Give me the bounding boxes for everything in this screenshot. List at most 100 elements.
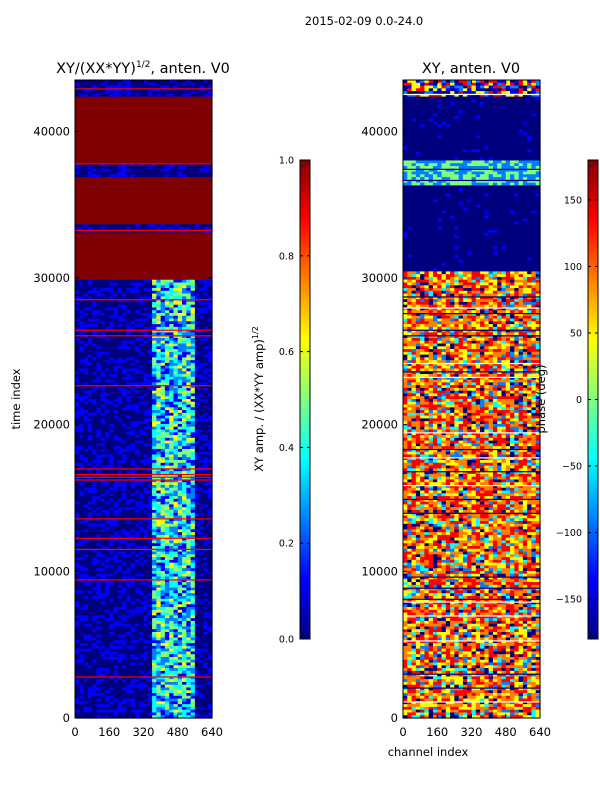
heatmap-cell	[169, 376, 175, 381]
heatmap-cell	[139, 443, 145, 447]
heatmap-cell	[100, 656, 106, 661]
heatmap-cell	[139, 479, 145, 483]
heatmap-cell	[169, 540, 175, 544]
heatmap-cell	[156, 304, 162, 309]
heatmap-cell	[87, 91, 93, 95]
heatmap-cell	[190, 293, 196, 297]
heatmap-cell	[109, 376, 115, 381]
heatmap-cell	[126, 446, 132, 450]
heatmap-cell	[190, 482, 196, 486]
heatmap-cell	[96, 340, 102, 345]
heatmap-cell	[96, 629, 102, 633]
heatmap-cell	[87, 224, 93, 228]
heatmap-cell	[87, 362, 93, 367]
heatmap-cell	[104, 462, 110, 467]
heatmap-cell	[169, 163, 175, 167]
heatmap-cell	[177, 224, 183, 228]
heatmap-cell	[160, 88, 166, 92]
heatmap-cell	[92, 290, 98, 295]
heatmap-cell	[79, 404, 85, 408]
heatmap-cell	[87, 282, 93, 286]
heatmap-cell	[194, 288, 200, 292]
heatmap-cell	[109, 332, 115, 336]
heatmap-cell	[203, 587, 209, 591]
heatmap-cell	[100, 296, 106, 300]
heatmap-cell	[113, 437, 119, 442]
heatmap-cell	[207, 551, 213, 555]
heatmap-cell	[122, 460, 127, 464]
heatmap-cell	[152, 82, 157, 87]
heatmap-cell	[203, 354, 209, 358]
heatmap-cell	[75, 141, 212, 145]
heatmap-cell	[169, 288, 175, 292]
heatmap-cell	[104, 315, 110, 320]
heatmap-cell	[96, 374, 102, 378]
heatmap-cell	[122, 543, 127, 547]
heatmap-cell	[194, 543, 200, 547]
heatmap-cell	[113, 626, 119, 630]
heatmap-cell	[177, 593, 183, 597]
heatmap-cell	[177, 615, 183, 619]
heatmap-cell	[173, 290, 179, 295]
heatmap-cell	[186, 543, 192, 547]
heatmap-cell	[143, 451, 149, 456]
heatmap-cell	[134, 601, 140, 605]
heatmap-cell	[104, 293, 110, 297]
heatmap-cell	[194, 576, 200, 580]
heatmap-cell	[173, 609, 179, 614]
heatmap-cell	[75, 515, 80, 519]
heatmap-cell	[79, 421, 85, 425]
heatmap-cell	[173, 529, 179, 533]
heatmap-cell	[79, 443, 85, 447]
heatmap-cell	[143, 626, 149, 630]
heatmap-cell	[164, 568, 170, 572]
heatmap-cell	[92, 165, 98, 170]
heatmap-cell	[96, 601, 102, 605]
heatmap-cell	[83, 351, 89, 356]
heatmap-cell	[92, 573, 98, 578]
heatmap-cell	[143, 548, 149, 553]
heatmap-cell	[87, 454, 93, 458]
heatmap-cell	[130, 565, 136, 569]
heatmap-cell	[96, 163, 102, 167]
heatmap-cell	[190, 651, 196, 655]
heatmap-cell	[147, 418, 153, 422]
panel1-title: XY/(XX*YY)1/2, anten. V0	[56, 60, 230, 77]
heatmap-cell	[122, 446, 127, 450]
heatmap-cell	[122, 354, 127, 358]
heatmap-cell	[130, 365, 136, 370]
heatmap-cell	[113, 362, 119, 367]
heatmap-cell	[96, 437, 102, 442]
heatmap-cell	[122, 437, 127, 442]
heatmap-cell	[186, 360, 192, 364]
heatmap-cell	[182, 507, 187, 511]
heatmap-cell	[203, 337, 209, 342]
heatmap-cell	[139, 315, 145, 320]
heatmap-cell	[173, 357, 179, 361]
heatmap-cell	[130, 532, 136, 536]
heatmap-cell	[169, 340, 175, 345]
heatmap-cell	[130, 559, 136, 564]
heatmap-cell	[143, 163, 149, 167]
heatmap-cell	[194, 490, 200, 494]
heatmap-cell	[75, 351, 80, 356]
heatmap-cell	[182, 557, 187, 561]
heatmap-cell	[87, 407, 93, 411]
heatmap-cell	[117, 387, 123, 392]
heatmap-cell	[169, 315, 175, 320]
heatmap-cell	[199, 479, 205, 483]
heatmap-cell	[75, 570, 80, 575]
heatmap-cell	[75, 340, 80, 345]
heatmap-cell	[207, 629, 213, 633]
heatmap-cell	[194, 523, 200, 528]
heatmap-cell	[79, 362, 85, 367]
heatmap-cell	[79, 654, 85, 658]
heatmap-cell	[182, 423, 187, 428]
heatmap-cell	[117, 282, 123, 286]
heatmap-cell	[134, 454, 140, 458]
heatmap-cell	[122, 512, 127, 517]
heatmap-cell	[92, 399, 98, 403]
heatmap-cell	[130, 648, 136, 653]
heatmap-cell	[109, 462, 115, 467]
heatmap-cell	[156, 529, 162, 533]
